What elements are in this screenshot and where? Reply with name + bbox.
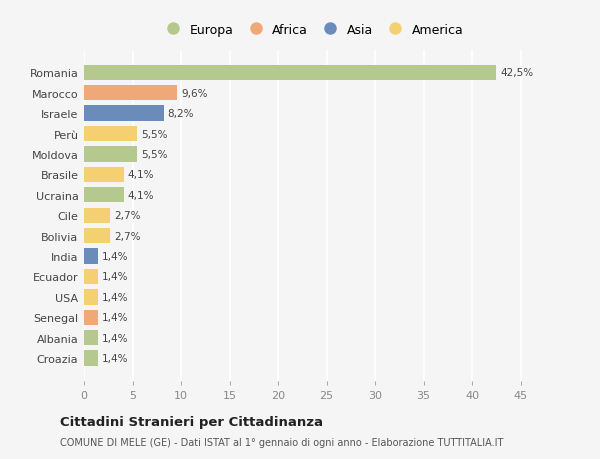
Bar xyxy=(84,106,164,122)
Text: 5,5%: 5,5% xyxy=(141,150,168,160)
Bar xyxy=(84,147,137,162)
Text: 5,5%: 5,5% xyxy=(141,129,168,139)
Text: 1,4%: 1,4% xyxy=(101,292,128,302)
Bar xyxy=(84,310,98,325)
Text: COMUNE DI MELE (GE) - Dati ISTAT al 1° gennaio di ogni anno - Elaborazione TUTTI: COMUNE DI MELE (GE) - Dati ISTAT al 1° g… xyxy=(60,437,503,447)
Bar xyxy=(84,351,98,366)
Text: 8,2%: 8,2% xyxy=(167,109,194,119)
Bar xyxy=(84,168,124,183)
Text: 2,7%: 2,7% xyxy=(114,211,140,221)
Bar xyxy=(84,229,110,244)
Text: 42,5%: 42,5% xyxy=(500,68,533,78)
Legend: Europa, Africa, Asia, America: Europa, Africa, Asia, America xyxy=(161,24,463,37)
Text: 2,7%: 2,7% xyxy=(114,231,140,241)
Text: 1,4%: 1,4% xyxy=(101,353,128,364)
Bar xyxy=(84,188,124,203)
Text: 1,4%: 1,4% xyxy=(101,252,128,262)
Bar xyxy=(84,269,98,285)
Bar xyxy=(84,290,98,305)
Text: 9,6%: 9,6% xyxy=(181,89,208,99)
Text: 1,4%: 1,4% xyxy=(101,333,128,343)
Text: 4,1%: 4,1% xyxy=(128,190,154,200)
Text: 4,1%: 4,1% xyxy=(128,170,154,180)
Bar xyxy=(84,249,98,264)
Text: 1,4%: 1,4% xyxy=(101,313,128,323)
Bar xyxy=(84,66,496,81)
Text: Cittadini Stranieri per Cittadinanza: Cittadini Stranieri per Cittadinanza xyxy=(60,415,323,428)
Text: 1,4%: 1,4% xyxy=(101,272,128,282)
Bar xyxy=(84,127,137,142)
Bar xyxy=(84,330,98,346)
Bar xyxy=(84,208,110,224)
Bar xyxy=(84,86,177,101)
